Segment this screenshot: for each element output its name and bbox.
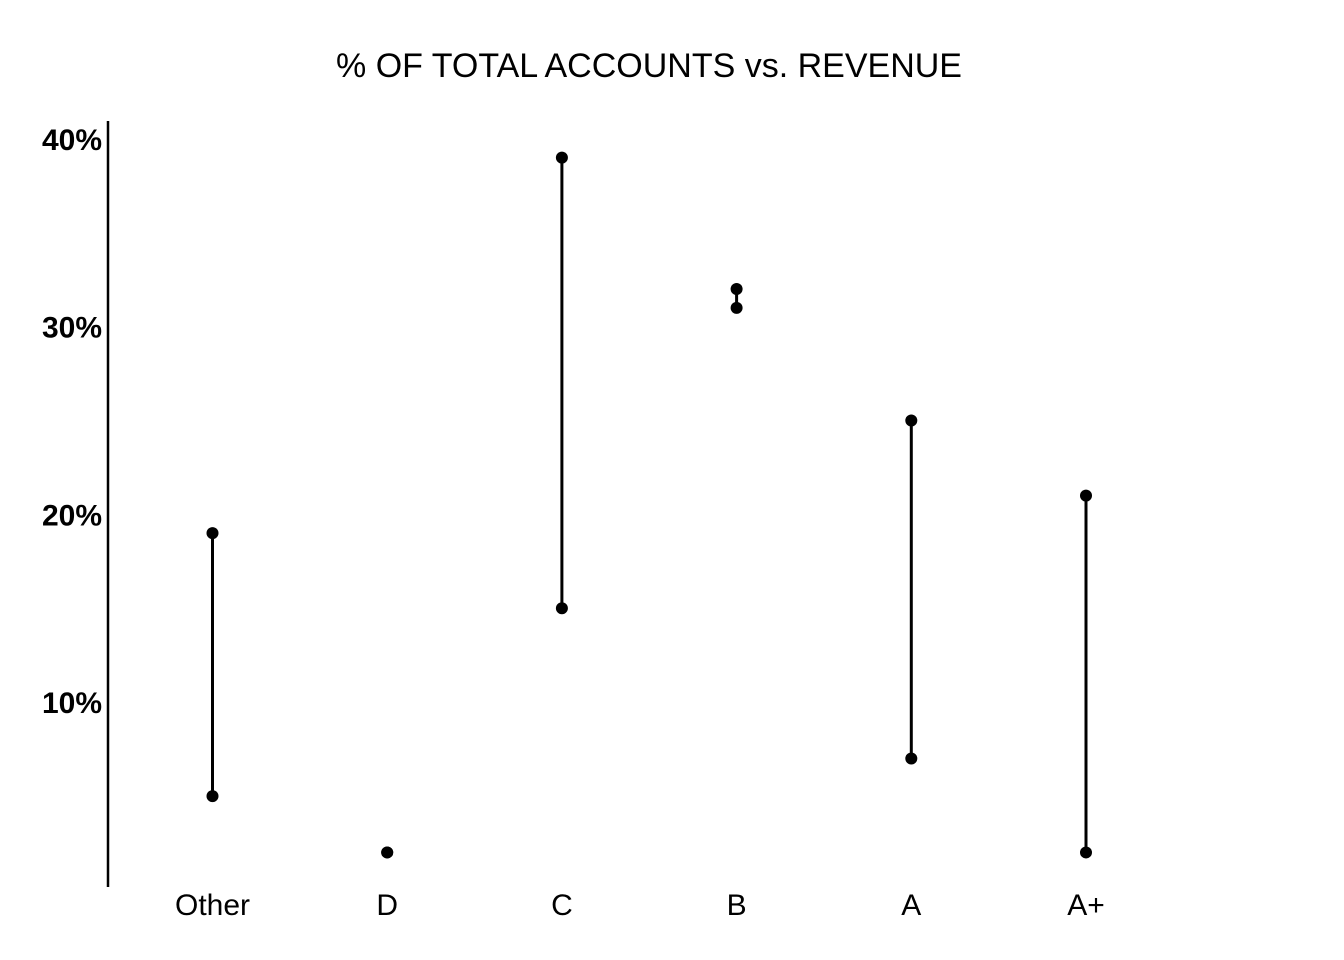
point-series2-5: [1080, 846, 1092, 859]
point-series2-1: [381, 846, 394, 859]
x-tick-label: Other: [175, 889, 250, 922]
point-series1-4: [905, 414, 918, 427]
dumbbell-marks: [206, 151, 1092, 859]
point-series1-3: [730, 283, 743, 296]
y-tick-label: 20%: [42, 499, 102, 532]
point-series1-0: [206, 527, 219, 540]
x-tick-label: B: [727, 889, 747, 922]
y-tick-label: 10%: [42, 687, 102, 720]
point-series2-0: [206, 790, 219, 803]
point-series2-2: [555, 602, 568, 615]
point-series2-4: [905, 752, 918, 765]
chart-title: % OF TOTAL ACCOUNTS vs. REVENUE: [336, 47, 962, 85]
y-tick-label: 30%: [42, 312, 102, 345]
point-series2-3: [730, 301, 743, 314]
x-axis-ticks: Other D C B A A+: [175, 889, 1105, 922]
x-tick-label: A: [901, 889, 921, 922]
point-series1-2: [555, 151, 568, 164]
y-tick-label: 40%: [42, 124, 102, 157]
x-tick-label: C: [551, 889, 573, 922]
x-tick-label: A+: [1067, 889, 1105, 922]
x-tick-label: D: [376, 889, 398, 922]
point-series1-5: [1080, 489, 1092, 502]
y-axis-ticks: 10% 20% 30% 40%: [42, 124, 102, 720]
